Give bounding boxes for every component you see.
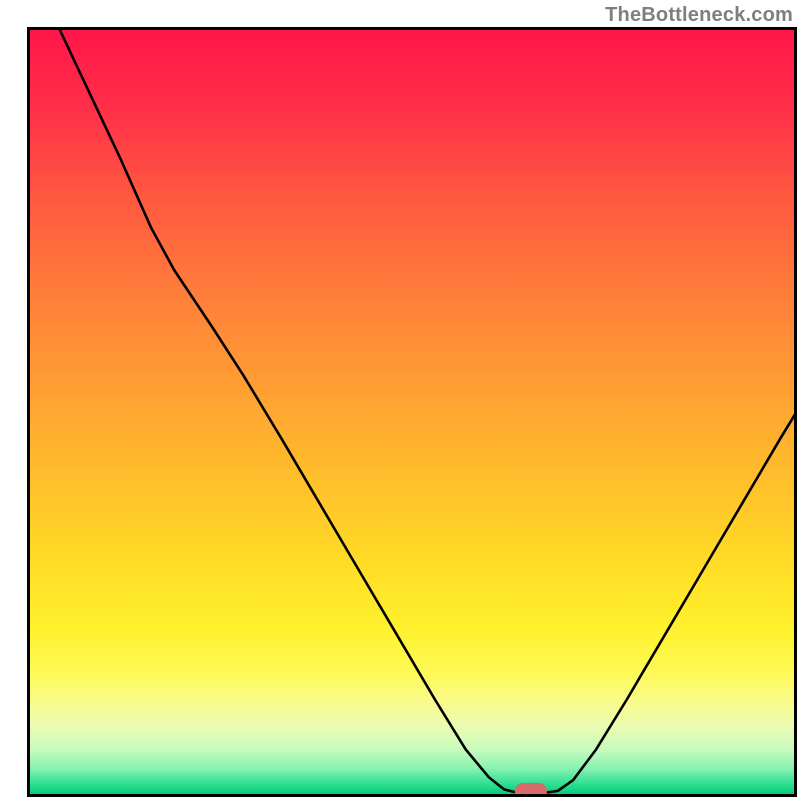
watermark-text: TheBottleneck.com [605,4,793,27]
gradient-background [29,29,796,796]
plot-svg [27,27,797,797]
chart-canvas: TheBottleneck.com [0,0,800,800]
plot-area [27,27,797,797]
